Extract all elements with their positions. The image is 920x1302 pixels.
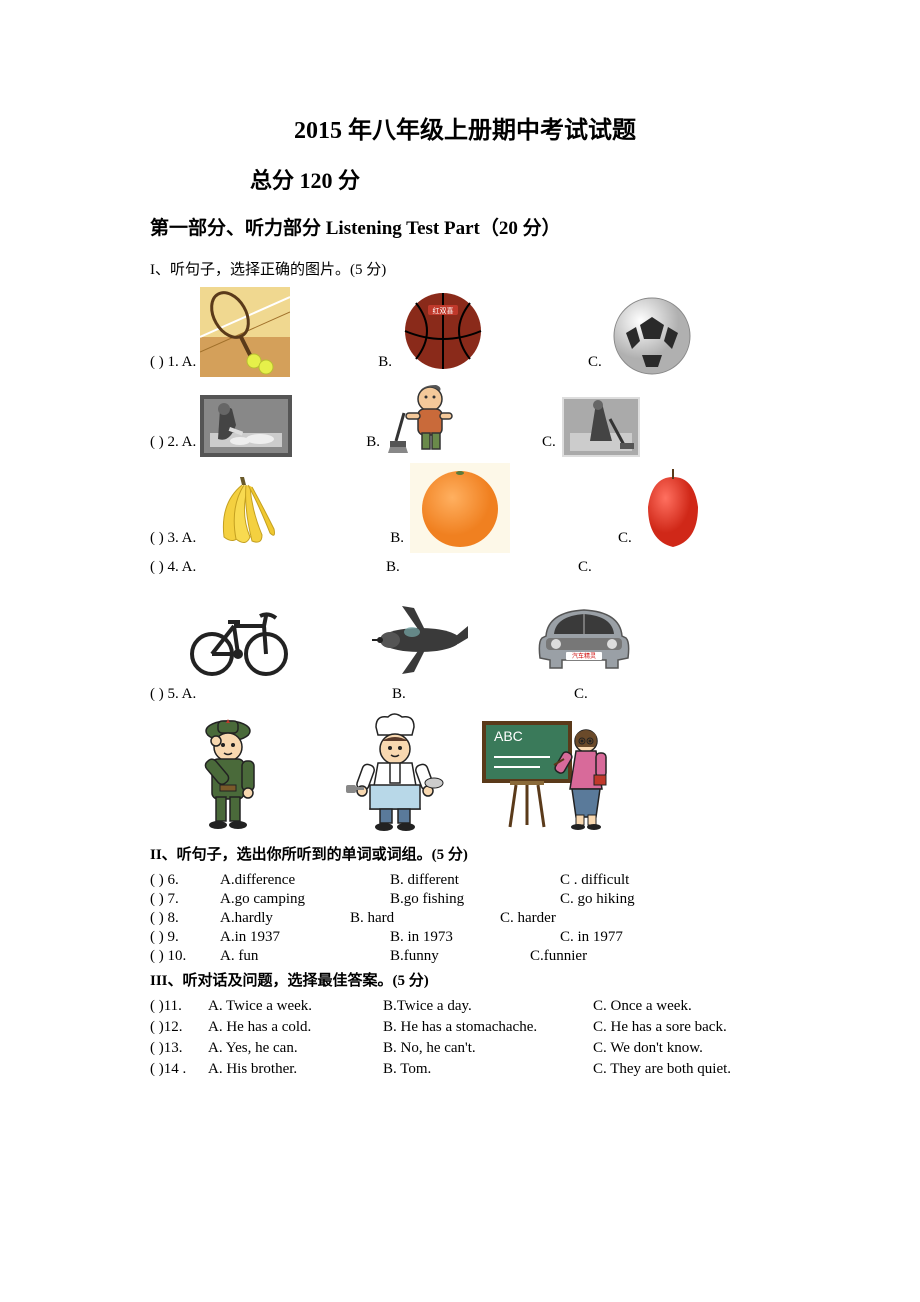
q7: ( ) 7. — [150, 891, 220, 908]
q10-c: C.funnier — [530, 948, 780, 965]
q12-row: ( )12. A. He has a cold. B. He has a sto… — [150, 1019, 780, 1036]
cleaner-icon — [386, 383, 466, 457]
q5-label: ( ) 5. A. — [150, 686, 392, 709]
page-title: 2015 年八年级上册期中考试试题 — [150, 110, 780, 145]
q14-row: ( )14 . A. His brother. B. Tom. C. They … — [150, 1061, 780, 1078]
q2-b-label: B. — [348, 434, 386, 457]
q13-a: A. Yes, he can. — [208, 1040, 383, 1057]
q2-label: ( ) 2. A. — [150, 434, 200, 457]
q5-labels: ( ) 5. A. B. C. — [150, 686, 780, 709]
part1-title: 第一部分、听力部分 Listening Test Part（20 分） — [150, 213, 780, 240]
q5-b-label: B. — [392, 686, 574, 709]
q8: ( ) 8. — [150, 910, 220, 927]
q6-b: B. different — [390, 872, 560, 889]
q6: ( ) 6. — [150, 872, 220, 889]
teacher-icon: ABC — [480, 717, 616, 833]
q11-row: ( )11. A. Twice a week. B.Twice a day. C… — [150, 998, 780, 1015]
q4-c-label: C. — [578, 559, 598, 582]
mop-icon — [562, 397, 640, 457]
q4-imgs: 汽车精灵 — [150, 588, 780, 680]
q3-b-label: B. — [372, 530, 410, 553]
q1-b-label: B. — [360, 354, 398, 377]
q13-b: B. No, he can't. — [383, 1040, 593, 1057]
dishes-icon — [200, 395, 292, 457]
soldier-icon — [180, 713, 276, 833]
q12-c: C. He has a sore back. — [593, 1019, 780, 1036]
apple-icon — [638, 463, 708, 553]
q5-imgs: ABC — [150, 713, 780, 833]
svg-text:红双喜: 红双喜 — [433, 306, 454, 315]
basketball-icon: 红双喜 — [398, 287, 488, 377]
q7-a: A.go camping — [220, 891, 390, 908]
q9-a: A.in 1937 — [220, 929, 390, 946]
svg-text:汽车精灵: 汽车精灵 — [572, 652, 596, 660]
car-icon: 汽车精灵 — [532, 588, 636, 680]
bike-icon — [186, 592, 292, 680]
section-iii-title: III、听对话及问题，选择最佳答案。(5 分) — [150, 969, 780, 990]
q14-b: B. Tom. — [383, 1061, 593, 1078]
q4-label: ( ) 4. A. — [150, 559, 386, 582]
q14: ( )14 . — [150, 1061, 208, 1078]
section-i-title: I、听句子，选择正确的图片。(5 分) — [150, 258, 780, 279]
q6-c: C . difficult — [560, 872, 780, 889]
bananas-icon — [200, 463, 290, 553]
q3-label: ( ) 3. A. — [150, 530, 200, 553]
q7-b: B.go fishing — [390, 891, 560, 908]
q14-a: A. His brother. — [208, 1061, 383, 1078]
q8-b: B. hard — [350, 910, 500, 927]
q1-c-label: C. — [570, 354, 608, 377]
q1-label: ( ) 1. A. — [150, 354, 200, 377]
plane-icon — [362, 596, 472, 680]
q11-c: C. Once a week. — [593, 998, 780, 1015]
q6-row: ( ) 6. A.difference B. different C . dif… — [150, 872, 780, 889]
q9: ( ) 9. — [150, 929, 220, 946]
q9-b: B. in 1973 — [390, 929, 560, 946]
q9-c: C. in 1977 — [560, 929, 780, 946]
q11-b: B.Twice a day. — [383, 998, 593, 1015]
q5-c-label: C. — [574, 686, 594, 709]
q13: ( )13. — [150, 1040, 208, 1057]
q8-c: C. harder — [500, 910, 780, 927]
q10-b: B.funny — [390, 948, 530, 965]
q11-a: A. Twice a week. — [208, 998, 383, 1015]
section-ii-title: II、听句子，选出你所听到的单词或词组。(5 分) — [150, 843, 780, 864]
q1-row: ( ) 1. A. B. — [150, 287, 780, 377]
q10-row: ( ) 10. A. fun B.funny C.funnier — [150, 948, 780, 965]
q4-b-label: B. — [386, 559, 578, 582]
q11: ( )11. — [150, 998, 208, 1015]
q8-a: A.hardly — [220, 910, 350, 927]
tennis-icon — [200, 287, 290, 377]
q2-c-label: C. — [524, 434, 562, 457]
orange-icon — [410, 463, 510, 553]
q8-row: ( ) 8. A.hardly B. hard C. harder — [150, 910, 780, 927]
q12-a: A. He has a cold. — [208, 1019, 383, 1036]
chef-icon — [340, 713, 450, 833]
q14-c: C. They are both quiet. — [593, 1061, 780, 1078]
total-score: 总分 120 分 — [250, 163, 780, 195]
q10-a: A. fun — [220, 948, 390, 965]
q10: ( ) 10. — [150, 948, 220, 965]
q7-row: ( ) 7. A.go camping B.go fishing C. go h… — [150, 891, 780, 908]
q6-a: A.difference — [220, 872, 390, 889]
q3-row: ( ) 3. A. B. — [150, 463, 780, 553]
q4-labels: ( ) 4. A. B. C. — [150, 559, 780, 582]
q12-b: B. He has a stomachache. — [383, 1019, 593, 1036]
q3-c-label: C. — [600, 530, 638, 553]
q9-row: ( ) 9. A.in 1937 B. in 1973 C. in 1977 — [150, 929, 780, 946]
soccer-icon — [608, 295, 696, 377]
q2-row: ( ) 2. A. B. — [150, 383, 780, 457]
svg-text:ABC: ABC — [494, 728, 523, 744]
q7-c: C. go hiking — [560, 891, 780, 908]
q13-row: ( )13. A. Yes, he can. B. No, he can't. … — [150, 1040, 780, 1057]
q12: ( )12. — [150, 1019, 208, 1036]
q13-c: C. We don't know. — [593, 1040, 780, 1057]
exam-page: 2015 年八年级上册期中考试试题 总分 120 分 第一部分、听力部分 Lis… — [0, 0, 920, 1302]
